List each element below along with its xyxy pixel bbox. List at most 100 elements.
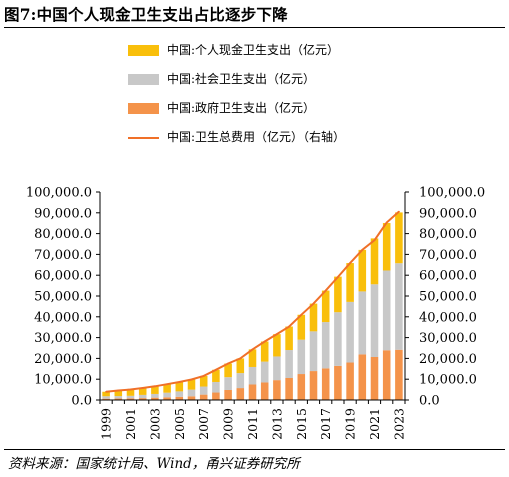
line-layer: [105, 210, 400, 393]
bar-social: [224, 377, 232, 390]
bar-personal: [224, 363, 232, 378]
bar-social: [114, 396, 123, 399]
x-tick-label: 2017: [318, 408, 333, 440]
bar-social: [321, 322, 330, 369]
bar-social: [346, 301, 354, 363]
y-tick-label-right: 60,000.0: [419, 269, 477, 284]
line-point-total: [385, 221, 388, 224]
bar-social: [382, 270, 391, 351]
y-tick-label-right: 50,000.0: [419, 290, 477, 305]
line-point-total: [129, 388, 132, 391]
legend-swatch-social: [128, 74, 159, 85]
bar-government: [358, 354, 367, 400]
bar-government: [382, 350, 391, 400]
x-tick-label: 1999: [99, 408, 114, 440]
line-point-total: [190, 378, 193, 381]
bar-social: [273, 356, 281, 381]
line-point-total: [215, 368, 217, 371]
bar-personal: [102, 391, 110, 397]
line-point-total: [263, 340, 266, 343]
y-tick-label-right: 70,000.0: [419, 248, 477, 263]
bar-government: [285, 377, 293, 400]
line-point-total: [373, 239, 376, 242]
y-tick-label-left: 10,000.0: [34, 373, 92, 388]
bar-personal: [297, 314, 306, 340]
bar-personal: [260, 341, 269, 362]
bar-personal: [151, 386, 159, 394]
bar-social: [138, 394, 147, 399]
bar-personal: [370, 238, 379, 285]
line-point-total: [349, 262, 351, 264]
bar-government: [151, 397, 159, 400]
bar-social: [199, 386, 208, 395]
bar-government: [248, 384, 257, 400]
y-tick-label-left: 90,000.0: [34, 206, 92, 221]
y-tick-label-right: 10,000.0: [419, 373, 477, 388]
x-tick-label: 2001: [123, 408, 138, 440]
bar-social: [163, 392, 171, 398]
line-point-total: [202, 375, 205, 377]
x-tick-label: 2023: [391, 408, 406, 440]
bar-personal: [236, 358, 245, 374]
bar-government: [224, 389, 232, 400]
bar-social: [370, 284, 379, 357]
bar-personal: [212, 369, 220, 382]
y-tick-label-left: 100,000.0: [26, 186, 92, 201]
x-tick-label: 2009: [221, 408, 236, 440]
bar-government: [163, 397, 171, 400]
line-point-total: [300, 313, 303, 316]
line-point-total: [178, 381, 181, 383]
bar-social: [285, 350, 293, 378]
y-tick-label-left: 60,000.0: [34, 269, 92, 284]
bar-government: [212, 392, 220, 400]
bar-personal: [382, 223, 391, 271]
y-tick-label-left: 0.0: [71, 394, 92, 409]
y-tick-label-right: 100,000.0: [419, 186, 485, 201]
bar-personal: [163, 384, 171, 393]
bar-personal: [187, 379, 196, 390]
bar-social: [187, 389, 196, 397]
bar-government: [273, 380, 281, 400]
source-rule: [4, 449, 505, 450]
y-tick-label-left: 30,000.0: [34, 331, 92, 346]
line-point-total: [154, 385, 156, 388]
bar-social: [175, 391, 184, 397]
x-tick-label: 2019: [343, 408, 358, 440]
x-tick-label: 2007: [196, 408, 211, 440]
bar-personal: [309, 303, 318, 332]
line-point-total: [166, 383, 169, 386]
y-tick-label-right: 20,000.0: [419, 352, 477, 367]
y-tick-label-left: 80,000.0: [34, 227, 92, 242]
line-point-total: [105, 390, 107, 393]
bar-government: [297, 374, 306, 400]
y-tick-label-right: 30,000.0: [419, 331, 477, 346]
bar-personal: [199, 375, 208, 387]
bar-social: [260, 361, 269, 383]
line-point-total: [337, 276, 339, 278]
y-tick-label-right: 80,000.0: [419, 227, 477, 242]
bar-personal: [346, 263, 354, 302]
bar-government: [114, 398, 123, 400]
bar-personal: [395, 212, 403, 264]
bar-government: [102, 398, 110, 400]
bar-social: [236, 373, 245, 389]
legend-swatch-personal: [128, 45, 159, 56]
line-point-total: [398, 210, 400, 213]
axes-layer: 0.0 10,000.0 20,000.0 30,000.0 40,000.0 50,00…: [26, 186, 485, 440]
bar-government: [395, 349, 403, 400]
bar-social: [395, 263, 403, 350]
bar-personal: [126, 389, 135, 396]
line-point-total: [361, 248, 364, 251]
line-point-total: [288, 325, 290, 328]
bar-personal: [358, 249, 367, 292]
bar-personal: [114, 390, 123, 397]
bar-social: [212, 381, 220, 393]
figure-title: 图7:中国个人现金卫生支出占比逐步下降: [4, 5, 288, 24]
bar-personal: [321, 290, 330, 323]
bar-social: [151, 393, 159, 398]
bar-government: [370, 356, 379, 400]
legend-swatch-government: [128, 103, 159, 114]
bar-personal: [138, 387, 147, 395]
x-tick-label: 2013: [269, 408, 284, 440]
legend-swatch-total: [128, 137, 159, 139]
